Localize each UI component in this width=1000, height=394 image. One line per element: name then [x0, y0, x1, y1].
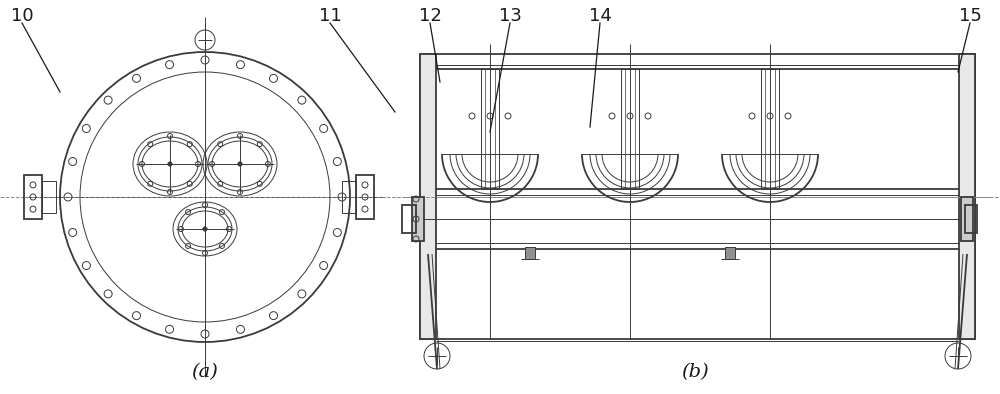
Bar [965, 205, 977, 233]
Text: 15: 15 [959, 7, 981, 25]
Text: (b): (b) [681, 363, 709, 381]
Bar [761, 69, 779, 189]
Bar [525, 247, 535, 259]
Bar [420, 54, 975, 339]
Text: 13: 13 [499, 7, 521, 25]
Bar [356, 175, 374, 219]
Bar [961, 197, 973, 241]
Bar [412, 197, 424, 241]
Text: 10: 10 [11, 7, 33, 25]
Circle shape [203, 227, 207, 231]
Bar [959, 54, 975, 339]
Circle shape [168, 162, 172, 166]
Bar [725, 247, 735, 259]
Text: 11: 11 [319, 7, 341, 25]
Bar [481, 69, 499, 189]
Circle shape [238, 162, 242, 166]
Text: 12: 12 [419, 7, 441, 25]
Bar [402, 205, 416, 233]
Text: 14: 14 [589, 7, 611, 25]
Bar [24, 175, 42, 219]
Bar [42, 181, 56, 213]
Text: (a): (a) [192, 363, 218, 381]
Bar [342, 181, 356, 213]
Bar [621, 69, 639, 189]
Bar [420, 54, 436, 339]
